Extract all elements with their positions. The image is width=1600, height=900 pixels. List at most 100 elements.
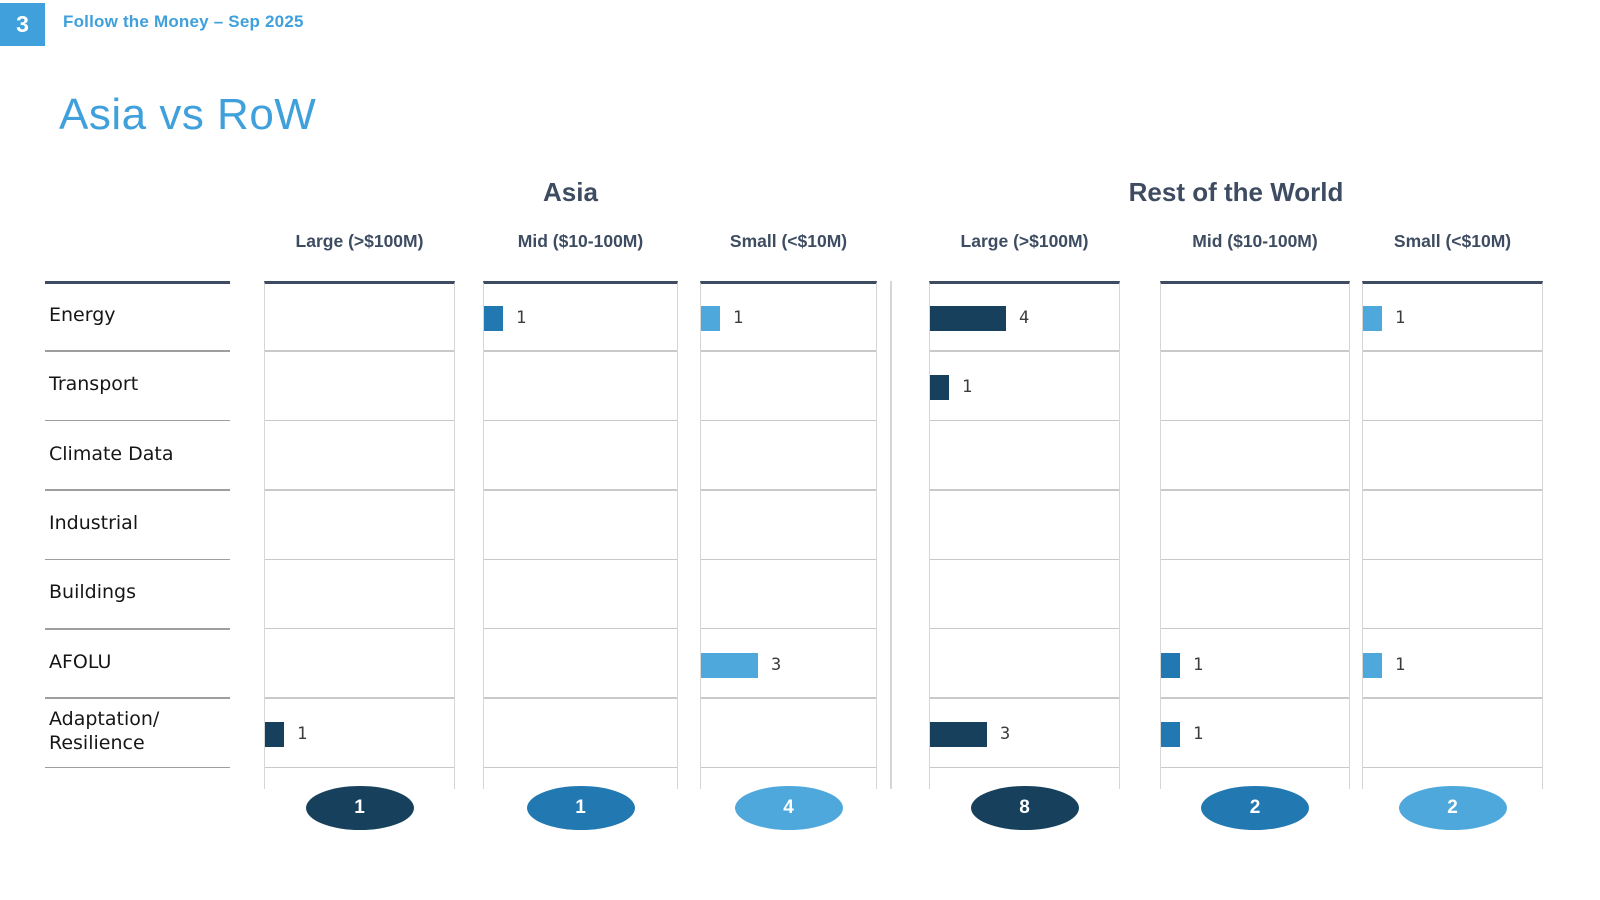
bar xyxy=(930,375,949,401)
bar xyxy=(1363,306,1382,331)
bar xyxy=(484,306,503,331)
bar xyxy=(1161,653,1180,678)
grid-row-divider xyxy=(1161,697,1349,699)
row-label-divider xyxy=(45,766,230,769)
bar-value: 1 xyxy=(516,308,527,328)
grid-row-divider xyxy=(484,489,677,491)
grid-row-divider xyxy=(1161,558,1349,560)
grid-row-divider xyxy=(484,419,677,422)
column-total-value: 2 xyxy=(1447,797,1458,818)
row-label-divider xyxy=(45,697,230,699)
grid-row-divider xyxy=(701,489,876,491)
bar-value: 3 xyxy=(771,655,782,675)
grid-row-divider xyxy=(484,766,677,769)
grid-row-divider xyxy=(701,558,876,560)
column-total-badge: 4 xyxy=(734,786,843,830)
grid-row-divider xyxy=(1161,350,1349,352)
column-header: Small (<$10M) xyxy=(1393,231,1512,251)
region-axis-line xyxy=(890,281,892,789)
grid-row-divider xyxy=(930,419,1119,422)
bar-value: 1 xyxy=(1395,308,1406,328)
grid-row-divider xyxy=(1363,350,1542,352)
grid-row-divider xyxy=(930,558,1119,560)
row-label: Energy xyxy=(49,303,116,326)
column-total-badge: 1 xyxy=(305,786,414,830)
bar-value: 1 xyxy=(1395,655,1406,675)
grid-row-divider xyxy=(930,628,1119,630)
row-label: AFOLU xyxy=(49,650,112,673)
column-total-badge: 8 xyxy=(970,786,1079,830)
grid-row-divider xyxy=(701,419,876,422)
grid-row-divider xyxy=(1363,419,1542,422)
grid-row-divider xyxy=(265,697,454,699)
bar-value: 1 xyxy=(1193,655,1204,675)
grid-row-divider xyxy=(701,766,876,769)
grid-row-divider xyxy=(1161,419,1349,422)
bar xyxy=(1161,722,1180,748)
grid-row-divider xyxy=(1363,628,1542,630)
row-label-divider xyxy=(45,489,230,491)
row-label: Climate Data xyxy=(49,442,174,465)
column-total-value: 2 xyxy=(1249,797,1261,818)
column-total-value: 4 xyxy=(783,797,794,818)
row-label: Adaptation/ Resilience xyxy=(49,708,160,755)
row-label: Industrial xyxy=(49,512,139,534)
grid-row-divider xyxy=(265,558,454,560)
row-label: Buildings xyxy=(49,581,136,604)
grid-panel: 4 1 3 xyxy=(929,281,1120,789)
grid-row-divider xyxy=(930,350,1119,352)
column-header: Mid ($10-100M) xyxy=(517,231,644,251)
deck-header: Follow the Money – Sep 2025 xyxy=(63,12,304,31)
grid-row-divider xyxy=(265,766,454,769)
grid-row-divider xyxy=(1363,489,1542,491)
bar-value: 1 xyxy=(733,308,744,328)
bar-value: 3 xyxy=(1000,724,1011,745)
bar-value: 4 xyxy=(1019,308,1030,328)
column-total-badge: 2 xyxy=(1398,786,1507,830)
grid-row-divider xyxy=(1161,766,1349,769)
row-label-divider xyxy=(45,419,230,422)
row-label: Transport xyxy=(49,373,139,396)
bar-value: 1 xyxy=(1193,724,1204,745)
grid-row-divider xyxy=(484,697,677,699)
column-header: Large (>$100M) xyxy=(960,231,1089,251)
row-label-divider xyxy=(45,558,230,561)
column-header: Large (>$100M) xyxy=(295,231,424,251)
bar xyxy=(265,722,284,748)
grid-row-divider xyxy=(1161,489,1349,491)
grid-row-divider xyxy=(265,350,454,352)
grid-row-divider xyxy=(1363,697,1542,699)
column-total-value: 8 xyxy=(1019,797,1030,818)
grid-row-divider xyxy=(484,350,677,352)
page-title: Asia vs RoW xyxy=(59,90,317,139)
column-total-value: 1 xyxy=(575,797,586,818)
grid-panel: 1 xyxy=(264,281,455,789)
grid-row-divider xyxy=(930,489,1119,491)
bar xyxy=(1363,653,1382,678)
grid-row-divider xyxy=(484,558,677,560)
grid-row-divider xyxy=(265,628,454,630)
bar xyxy=(930,306,1006,331)
grid-row-divider xyxy=(265,419,454,422)
region-title: Asia xyxy=(543,177,598,207)
row-label-divider xyxy=(45,350,230,352)
row-label-top-rule xyxy=(45,281,230,284)
column-total-value: 1 xyxy=(354,797,365,818)
grid-panel: 1 xyxy=(483,281,678,789)
grid-row-divider xyxy=(1363,766,1542,769)
bar xyxy=(701,306,720,331)
column-total-badge: 1 xyxy=(526,786,635,830)
grid-row-divider xyxy=(1161,628,1349,630)
region-title: Rest of the World xyxy=(1128,177,1344,207)
grid-row-divider xyxy=(701,628,876,630)
grid-row-divider xyxy=(930,766,1119,769)
column-total-badge: 2 xyxy=(1201,786,1309,830)
grid-row-divider xyxy=(701,350,876,352)
bar-value: 1 xyxy=(297,724,308,745)
row-label-divider xyxy=(45,628,230,630)
